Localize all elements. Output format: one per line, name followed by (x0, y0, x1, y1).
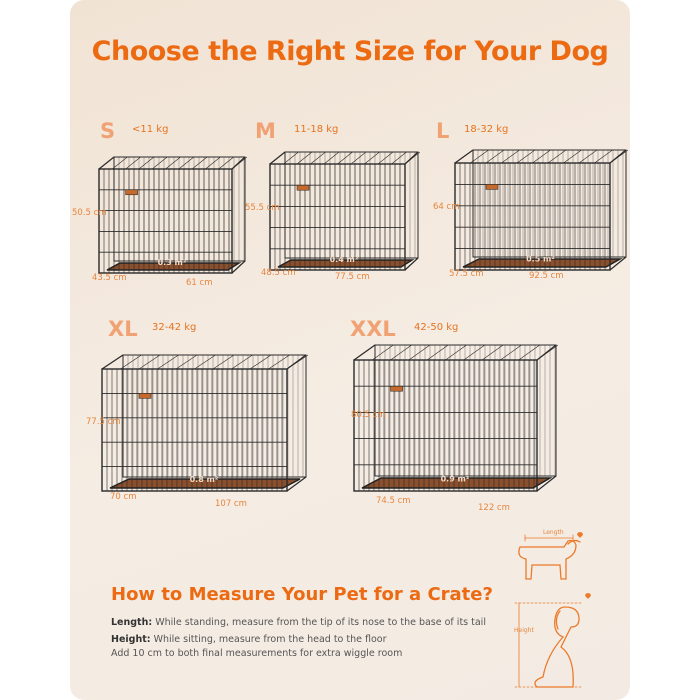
size-label-m: M (255, 119, 276, 143)
depth-m: 48.5 cm (261, 268, 296, 278)
depth-xl: 70 cm (110, 492, 137, 502)
size-label-xxl: XXL (350, 317, 396, 341)
standing-dog-icon (518, 534, 581, 580)
length-text: While standing, measure from the tip of … (152, 617, 486, 628)
weight-xl: 32-42 kg (152, 322, 197, 333)
crate-m-image: 0.4 m² (269, 151, 420, 271)
height-xl: 77.5 cm (86, 417, 121, 427)
area-label: 0.4 m² (330, 255, 359, 264)
width-xxl: 122 cm (478, 503, 510, 513)
depth-xxl: 74.5 cm (376, 496, 411, 506)
depth-l: 57.5 cm (449, 269, 484, 279)
area-label: 0.3 m² (158, 258, 187, 267)
crate-wires (101, 354, 308, 492)
brand-tag (138, 393, 152, 399)
area-label: 0.8 m² (190, 475, 219, 484)
crate-wires (269, 151, 420, 271)
size-label-l: L (436, 119, 450, 143)
height-l: 64 cm (433, 202, 460, 212)
crate-l-image: 0.5 m² (454, 149, 628, 271)
brand-tag (390, 385, 403, 392)
height-xxl: 80.5 cm (351, 410, 386, 420)
crate-xl-image: 0.8 m² (101, 354, 308, 492)
width-xl: 107 cm (215, 499, 247, 509)
brand-tag (296, 184, 310, 191)
size-label-s: S (100, 119, 116, 143)
crate-tray (106, 262, 242, 271)
crate-xxl-image: 0.9 m² (353, 344, 558, 492)
dog-measure-illustration: Length Height (514, 529, 591, 688)
sitting-dog-icon (514, 602, 584, 688)
crate-tray (109, 478, 301, 489)
height-s: 50.5 cm (72, 208, 107, 218)
weight-l: 18-32 kg (464, 124, 509, 135)
width-m: 77.5 cm (335, 272, 370, 282)
measure-heading: How to Measure Your Pet for a Crate? (111, 584, 493, 605)
crate-tray (462, 258, 623, 268)
size-label-xl: XL (108, 317, 138, 341)
infographic-card (70, 0, 630, 700)
width-s: 61 cm (186, 278, 213, 288)
area-label: 0.5 m² (526, 255, 555, 264)
icon-length-label: Length (543, 529, 564, 536)
brand-tag (125, 189, 138, 196)
length-label: Length: (111, 617, 153, 628)
length-instruction: Length: While standing, measure from the… (111, 617, 486, 628)
area-label: 0.9 m² (441, 475, 470, 484)
depth-s: 43.5 cm (92, 273, 127, 283)
brand-tag (485, 184, 499, 190)
height-text: While sitting, measure from the head to … (150, 634, 387, 645)
weight-s: <11 kg (132, 124, 169, 135)
height-instruction: Height: While sitting, measure from the … (111, 634, 387, 645)
weight-m: 11-18 kg (294, 124, 339, 135)
width-l: 92.5 cm (529, 271, 564, 281)
height-label: Height: (111, 634, 151, 645)
crate-s-image: 0.3 m² (98, 156, 247, 274)
crate-wires (454, 149, 628, 271)
crate-wires (98, 156, 247, 274)
wiggle-room-note: Add 10 cm to both final measurements for… (111, 648, 403, 659)
weight-xxl: 42-50 kg (414, 322, 459, 333)
crate-wires (353, 344, 558, 492)
page-title: Choose the Right Size for Your Dog (91, 36, 609, 67)
icon-height-label: Height (514, 627, 534, 634)
height-m: 55.5 cm (245, 203, 280, 213)
